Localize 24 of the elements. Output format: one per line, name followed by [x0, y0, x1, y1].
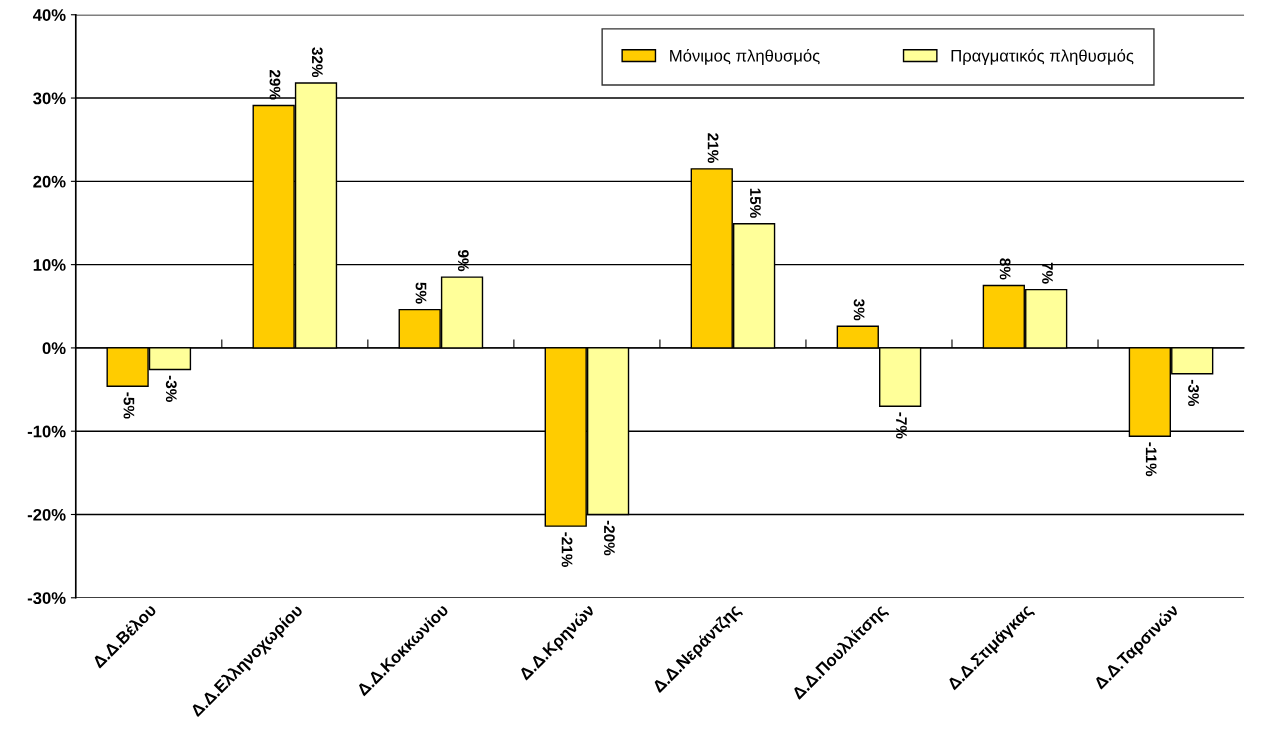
data-label: -3%: [165, 375, 177, 402]
y-tick-label: 10%: [33, 259, 66, 271]
data-label: 5%: [415, 282, 427, 304]
data-label: -21%: [561, 532, 573, 567]
data-label: 3%: [853, 298, 865, 321]
y-tick-label: 0%: [42, 342, 66, 355]
y-tick-label: -10%: [27, 425, 66, 438]
data-label: 29%: [269, 69, 281, 100]
data-label: 32%: [311, 47, 323, 78]
data-label: 15%: [750, 188, 761, 218]
y-tick-label: -30%: [27, 592, 66, 605]
data-label: -3%: [1188, 379, 1199, 407]
data-label: -11%: [1145, 442, 1157, 477]
data-label: 21%: [707, 133, 719, 163]
data-label: -20%: [603, 520, 615, 556]
y-tick-label: 20%: [33, 175, 66, 188]
y-tick-label: 30%: [33, 92, 66, 105]
y-tick-label: 40%: [32, 9, 66, 21]
data-label: -5%: [123, 392, 135, 419]
y-tick-label: -20%: [27, 508, 66, 521]
data-label: 9%: [457, 250, 469, 272]
data-label: -7%: [896, 412, 907, 439]
legend-label: Πραγματικός πληθυσμός: [951, 48, 1134, 65]
legend-label: Μόνιμος πληθυσμός: [670, 48, 820, 65]
